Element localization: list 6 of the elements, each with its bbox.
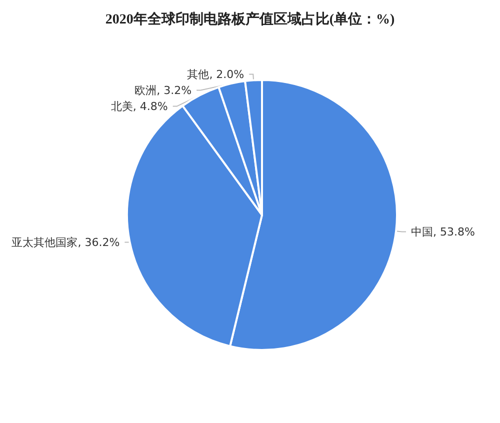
slice-label: 北美, 4.8%	[110, 100, 168, 113]
chart-title: 2020年全球印制电路板产值区域占比(单位：%)	[105, 10, 395, 28]
slice-label: 亚太其他国家, 36.2%	[12, 236, 120, 249]
slice-label: 欧洲, 3.2%	[134, 84, 192, 97]
slice-label: 中国, 53.8%	[410, 225, 475, 238]
slice-label: 其他, 2.0%	[187, 68, 244, 81]
